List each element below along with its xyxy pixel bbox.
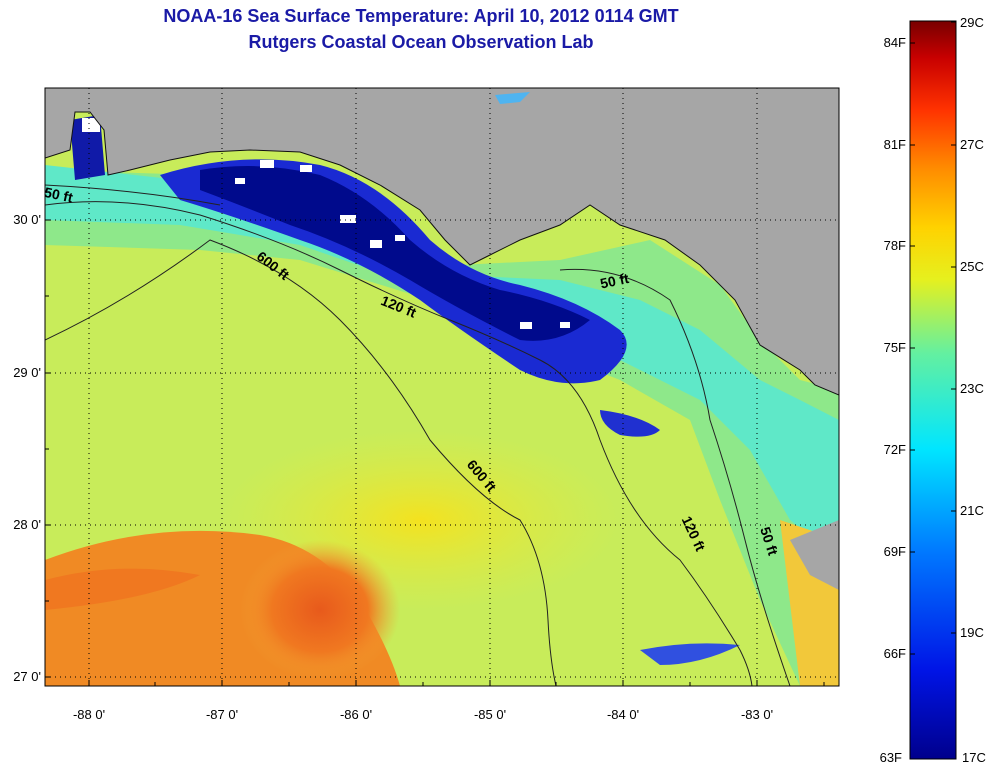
lon-tick-label: -84 0' <box>607 707 639 722</box>
colorbar-f-label: 84F <box>884 35 906 50</box>
cold-patch <box>600 410 660 437</box>
colorbar-f-label: 72F <box>884 442 906 457</box>
inland-water <box>495 92 530 104</box>
lat-tick-label: 29 0' <box>13 365 41 380</box>
map-subtitle: Rutgers Coastal Ocean Observation Lab <box>248 32 594 52</box>
contour-50ft <box>45 184 791 686</box>
colorbar-f-label: 75F <box>884 340 906 355</box>
contour-label: 50 ft <box>599 270 631 292</box>
colorbar-c-label: 23C <box>960 381 984 396</box>
colorbar-c-label: 27C <box>960 137 984 152</box>
warm-filament <box>45 568 200 610</box>
map-title: NOAA-16 Sea Surface Temperature: April 1… <box>163 6 679 26</box>
colorbar-f-label: 69F <box>884 544 906 559</box>
coastline <box>45 111 839 396</box>
colorbar-f-label: 66F <box>884 646 906 661</box>
contour-120ft <box>45 201 753 686</box>
contour-label: 50 ft <box>43 184 75 206</box>
colorbar-c-label: 19C <box>960 625 984 640</box>
cloud-mask <box>82 118 570 329</box>
map-area <box>45 88 839 686</box>
lon-tick-label: -86 0' <box>340 707 372 722</box>
colorbar-c-label: 17C <box>962 750 986 765</box>
loop-current-core <box>240 540 400 680</box>
cold-patch-south <box>640 643 740 665</box>
axis-ticks <box>45 219 825 686</box>
land-peninsula <box>790 520 839 590</box>
colorbar-f-label: 78F <box>884 238 906 253</box>
colorbar-f-label: 81F <box>884 137 906 152</box>
colorbar: 84F 81F 78F 75F 72F 69F 66F 63F 29C 27C … <box>880 15 986 765</box>
latitude-labels: 30 0' 29 0' 28 0' 27 0' <box>13 212 41 684</box>
lon-tick-label: -87 0' <box>206 707 238 722</box>
colorbar-f-label: 63F <box>880 750 902 765</box>
lon-tick-label: -83 0' <box>741 707 773 722</box>
lat-tick-label: 27 0' <box>13 669 41 684</box>
map-frame <box>44 87 840 687</box>
nearshore-water <box>45 170 839 686</box>
land-mass <box>45 88 839 395</box>
lat-tick-label: 28 0' <box>13 517 41 532</box>
lon-tick-label: -85 0' <box>474 707 506 722</box>
colorbar-ramp <box>909 20 957 760</box>
cool-shelf-water <box>45 165 839 560</box>
cold-plume-core <box>200 166 590 341</box>
colorbar-c-label: 29C <box>960 15 984 30</box>
colorbar-c-label: 25C <box>960 259 984 274</box>
longitude-labels: -88 0' -87 0' -86 0' -85 0' -84 0' -83 0… <box>73 707 773 722</box>
lon-tick-label: -88 0' <box>73 707 105 722</box>
colorbar-c-label: 21C <box>960 503 984 518</box>
contour-600ft <box>45 239 557 686</box>
lat-tick-label: 30 0' <box>13 212 41 227</box>
